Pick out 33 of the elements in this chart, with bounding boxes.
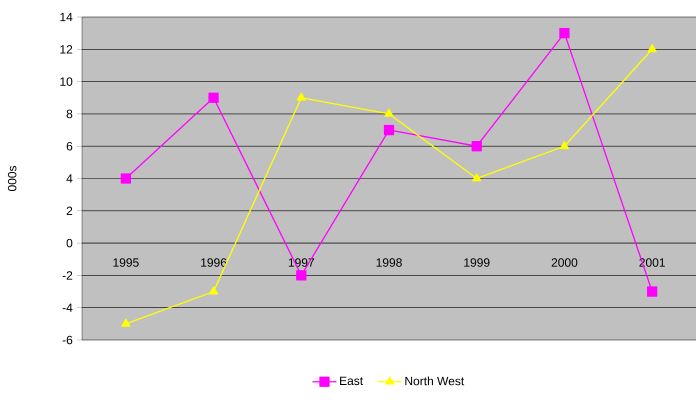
y-tick-label: -6 bbox=[62, 336, 72, 344]
point bbox=[472, 141, 482, 152]
y-tick-label: 4 bbox=[66, 174, 72, 183]
y-tick-label: 0 bbox=[66, 238, 72, 248]
y-tick-label: 2 bbox=[66, 206, 72, 215]
point bbox=[208, 92, 219, 103]
x-tick-label: 1996 bbox=[201, 258, 226, 267]
point bbox=[209, 286, 218, 294]
y-tick-label: 12 bbox=[60, 45, 72, 54]
y-tick-label: -2 bbox=[62, 271, 72, 280]
y-tick-label: 10 bbox=[60, 77, 72, 86]
x-tick-label: 1999 bbox=[464, 258, 490, 267]
point bbox=[648, 44, 657, 52]
point bbox=[560, 141, 569, 150]
point bbox=[472, 173, 482, 182]
point bbox=[384, 108, 394, 117]
point bbox=[296, 270, 306, 281]
point bbox=[296, 92, 306, 101]
legend-label: East bbox=[340, 376, 364, 386]
point bbox=[559, 28, 570, 38]
y-tick-label: 14 bbox=[60, 12, 72, 22]
y-axis-title: 000s bbox=[8, 166, 16, 192]
y-tick-label: 6 bbox=[66, 142, 72, 150]
x-tick-label: 1995 bbox=[113, 258, 139, 267]
y-tick-label: 8 bbox=[66, 110, 72, 118]
point bbox=[647, 286, 658, 297]
point bbox=[121, 318, 130, 327]
y-tick-label: -4 bbox=[62, 304, 72, 312]
legend-label: North West bbox=[405, 376, 464, 386]
point bbox=[120, 173, 132, 184]
point bbox=[384, 124, 394, 136]
x-tick-label: 1998 bbox=[376, 258, 402, 267]
x-tick-label: 2000 bbox=[552, 258, 578, 267]
